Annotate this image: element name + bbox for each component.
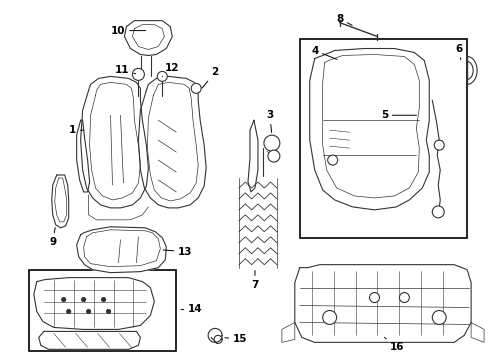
Text: 15: 15 (224, 334, 247, 345)
Polygon shape (138, 76, 206, 208)
Circle shape (267, 150, 279, 162)
Polygon shape (247, 120, 258, 192)
Text: 6: 6 (455, 44, 462, 60)
Circle shape (264, 135, 279, 151)
Polygon shape (39, 332, 140, 349)
Bar (299, 39, 466, 238)
Text: 12: 12 (162, 63, 179, 76)
Circle shape (327, 155, 337, 165)
Text: 2: 2 (202, 67, 218, 88)
Polygon shape (77, 120, 89, 192)
Polygon shape (124, 21, 172, 55)
Text: 9: 9 (49, 228, 56, 247)
Text: 8: 8 (335, 14, 351, 25)
Polygon shape (52, 175, 68, 228)
Polygon shape (294, 265, 470, 342)
Polygon shape (309, 49, 428, 210)
Bar (29, 270, 176, 351)
Text: 7: 7 (251, 270, 258, 289)
Circle shape (102, 298, 105, 302)
Text: 1: 1 (69, 125, 83, 135)
Polygon shape (81, 76, 148, 208)
Circle shape (322, 310, 336, 324)
Text: 14: 14 (181, 305, 202, 315)
Circle shape (66, 310, 71, 314)
Polygon shape (281, 323, 294, 342)
Text: 13: 13 (163, 247, 192, 257)
Text: 3: 3 (266, 110, 273, 132)
Circle shape (191, 84, 201, 93)
Circle shape (81, 298, 85, 302)
Circle shape (86, 310, 90, 314)
Circle shape (106, 310, 110, 314)
Text: 4: 4 (310, 45, 336, 59)
Text: 10: 10 (111, 26, 145, 36)
Circle shape (433, 140, 443, 150)
Circle shape (399, 293, 408, 302)
Text: 11: 11 (115, 66, 136, 76)
Circle shape (132, 68, 144, 80)
Polygon shape (77, 227, 166, 273)
Circle shape (431, 206, 443, 218)
Circle shape (369, 293, 379, 302)
Circle shape (61, 298, 65, 302)
Text: 5: 5 (380, 110, 416, 120)
Text: 16: 16 (384, 337, 404, 352)
Circle shape (157, 71, 167, 81)
Circle shape (431, 310, 446, 324)
Polygon shape (88, 195, 148, 220)
Polygon shape (470, 323, 483, 342)
Polygon shape (34, 278, 154, 329)
